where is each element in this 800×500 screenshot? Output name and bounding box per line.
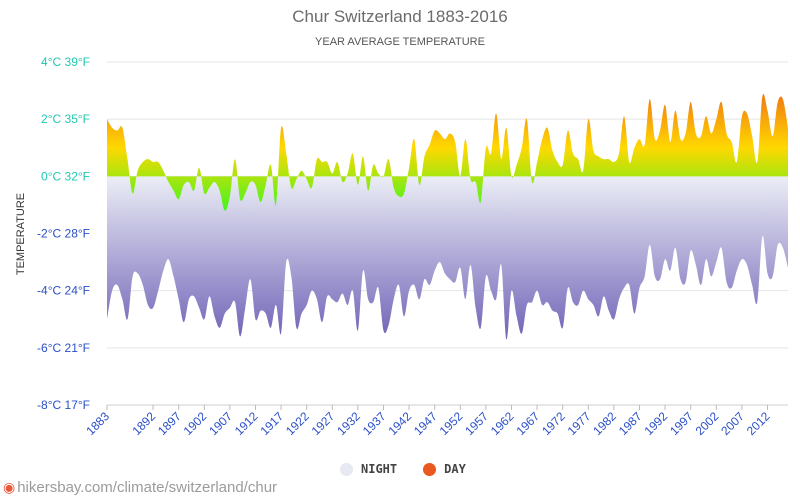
y-tick-label: -2°C 28°F bbox=[37, 227, 90, 241]
x-tick-label: 1917 bbox=[257, 409, 286, 438]
y-tick-label: 4°C 39°F bbox=[41, 55, 90, 69]
x-tick-label: 1932 bbox=[334, 409, 363, 438]
plot-area bbox=[107, 93, 788, 340]
legend-day-marker bbox=[423, 462, 437, 476]
x-tick-label: 1992 bbox=[641, 409, 670, 438]
x-tick-label: 1922 bbox=[283, 409, 312, 438]
x-tick-label: 1907 bbox=[206, 409, 235, 438]
chart-title: Chur Switzerland 1883-2016 bbox=[292, 7, 508, 26]
y-tick-label: -8°C 17°F bbox=[37, 398, 90, 412]
y-tick-label: 0°C 32°F bbox=[41, 169, 90, 183]
night-series-area bbox=[107, 176, 788, 340]
x-tick-label: 1977 bbox=[565, 409, 594, 438]
legend-day-label: DAY bbox=[444, 462, 466, 476]
x-tick-label: 1902 bbox=[181, 409, 210, 438]
source-url: hikersbay.com/climate/switzerland/chur bbox=[17, 479, 278, 496]
y-axis-label: TEMPERATURE bbox=[15, 193, 27, 275]
x-tick-label: 1957 bbox=[462, 409, 491, 438]
legend-night-marker bbox=[340, 462, 353, 476]
x-tick-label: 1937 bbox=[360, 409, 389, 438]
x-tick-label: 1972 bbox=[539, 409, 568, 438]
x-tick-label: 2002 bbox=[693, 409, 722, 438]
x-axis: 1883 189218971902190719121917192219271932… bbox=[83, 404, 788, 438]
x-tick-label: 1927 bbox=[309, 409, 338, 438]
legend: NIGHT DAY bbox=[340, 462, 492, 476]
x-tick-label: 1997 bbox=[667, 409, 696, 438]
x-tick-label: 1942 bbox=[385, 409, 414, 438]
x-tick-label: 1912 bbox=[232, 409, 261, 438]
location-pin-icon: ◉ bbox=[3, 479, 16, 495]
legend-night-label: NIGHT bbox=[361, 462, 398, 476]
x-tick-label: 1962 bbox=[488, 409, 517, 438]
x-tick-label: 1947 bbox=[411, 409, 440, 438]
x-tick-label: 1897 bbox=[155, 409, 184, 438]
y-axis: 4°C 39°F 2°C 35°F 0°C 32°F -2°C 28°F -4°C 24… bbox=[37, 55, 90, 412]
chart-subtitle: YEAR AVERAGE TEMPERATURE bbox=[315, 36, 485, 48]
x-tick-label: 1883 bbox=[83, 409, 112, 438]
x-tick-label: 1982 bbox=[590, 409, 619, 438]
legend-item-day[interactable]: DAY bbox=[423, 462, 466, 476]
x-tick-label: 2012 bbox=[744, 409, 773, 438]
day-series-area bbox=[107, 93, 788, 211]
x-tick-label: 1987 bbox=[616, 409, 645, 438]
y-tick-label: -6°C 21°F bbox=[37, 341, 90, 355]
x-tick-label: 1952 bbox=[437, 409, 466, 438]
x-tick-label: 1967 bbox=[513, 409, 542, 438]
x-tick-label: 2007 bbox=[718, 409, 747, 438]
source-footer[interactable]: ◉ hikersbay.com/climate/switzerland/chur bbox=[3, 479, 277, 496]
legend-item-night[interactable]: NIGHT bbox=[340, 462, 397, 476]
y-tick-label: -4°C 24°F bbox=[37, 284, 90, 298]
y-tick-label: 2°C 35°F bbox=[41, 112, 90, 126]
x-tick-label: 1892 bbox=[129, 409, 158, 438]
